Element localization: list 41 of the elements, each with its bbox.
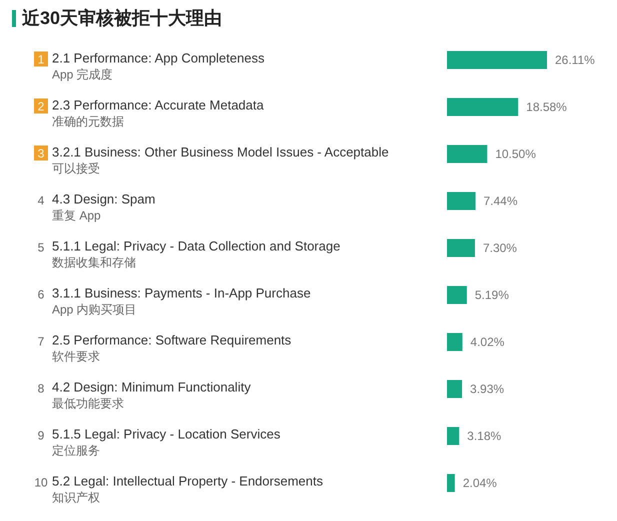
bar [447,333,462,351]
data-label: 18.58% [526,100,568,114]
y-tick-label: 3.1.1 Business: Payments - In-App Purchase App 内购买项目 [52,286,311,316]
y-tick-label: 4.2 Design: Minimum Functionality 最低功能要求 [52,380,252,410]
bar [447,98,518,116]
bar [447,145,488,163]
text: 10 [34,476,48,490]
data-label: 7.30% [482,241,518,255]
text: 9 [38,428,45,442]
bar [447,380,462,398]
bar [447,192,476,210]
y-tick-label: 2.3 Performance: Accurate Metadata 准确的元数据 [52,98,264,128]
text: 5 [38,240,45,254]
data-label: 4.02% [470,335,505,349]
data-label: 5.19% [474,288,510,302]
text: 近30天审核被拒十大理由 [22,7,222,29]
data-label: 7.44% [483,194,518,208]
text: 3 [38,146,45,160]
bar [447,474,455,492]
data-label: 2.04% [462,476,498,490]
y-tick-label: 3.2.1 Business: Other Business Model Issues - Acceptable 可以接受 [52,144,389,176]
y-tick-label: 2.1 Performance: App Completeness App 完成度 [52,50,265,82]
text: 4 [38,194,45,208]
text: 8 [38,382,45,396]
bar [447,427,460,445]
data-label: 3.93% [470,382,504,396]
text: 2 [38,100,45,114]
y-tick-label: 4.3 Design: Spam 重复 App [52,192,156,222]
text: 6 [38,288,45,302]
y-tick-label: 5.1.1 Legal: Privacy - Data Collection and Storage 数据收集和存储 [52,238,340,270]
data-label: 10.50% [495,147,536,161]
bar [447,51,547,69]
text: 1 [38,52,45,66]
bar [447,286,467,304]
y-tick-label: 5.1.5 Legal: Privacy - Location Services 定位服务 [52,426,281,458]
text: 7 [38,334,45,348]
data-label: 3.18% [467,429,502,443]
y-tick-label: 2.5 Performance: Software Requirements 软件要求 [52,332,292,364]
data-label: 26.11% [555,53,596,67]
y-tick-label: 5.2 Legal: Intellectual Property - Endorsements 知识产权 [52,474,324,504]
bar [447,239,475,257]
